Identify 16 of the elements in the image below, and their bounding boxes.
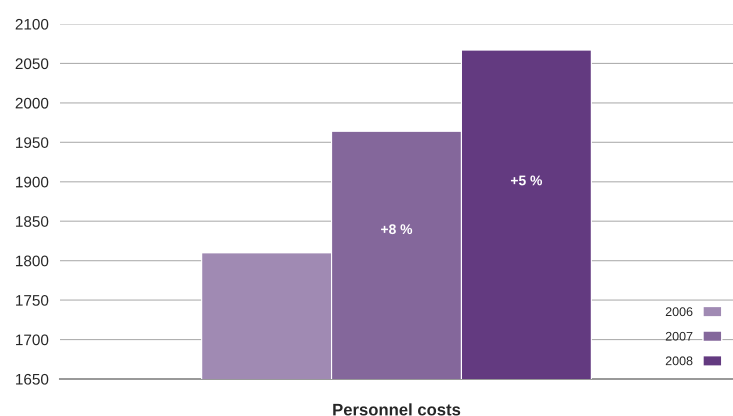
legend-label: 2007	[666, 332, 692, 341]
y-tick-label: 1850	[16, 216, 48, 227]
y-tick-label: 1700	[16, 334, 48, 346]
y-tick-label: 2100	[16, 18, 48, 30]
y-tick-label: 1800	[16, 256, 48, 266]
legend-label: 2008	[666, 356, 692, 366]
y-tick-label: 2000	[16, 98, 48, 109]
y-tick-label: 1950	[16, 137, 48, 148]
y-tick-label: 1900	[16, 176, 48, 188]
y-tick-label: 1650	[16, 374, 48, 385]
legend-label: 2006	[666, 307, 692, 316]
y-tick-label: 2050	[16, 58, 48, 70]
annotation: +8 %	[381, 224, 412, 234]
x-axis-title: Personnel costs	[333, 403, 460, 416]
y-tick-label: 1750	[16, 294, 48, 306]
annotation: +5 %	[510, 176, 542, 186]
